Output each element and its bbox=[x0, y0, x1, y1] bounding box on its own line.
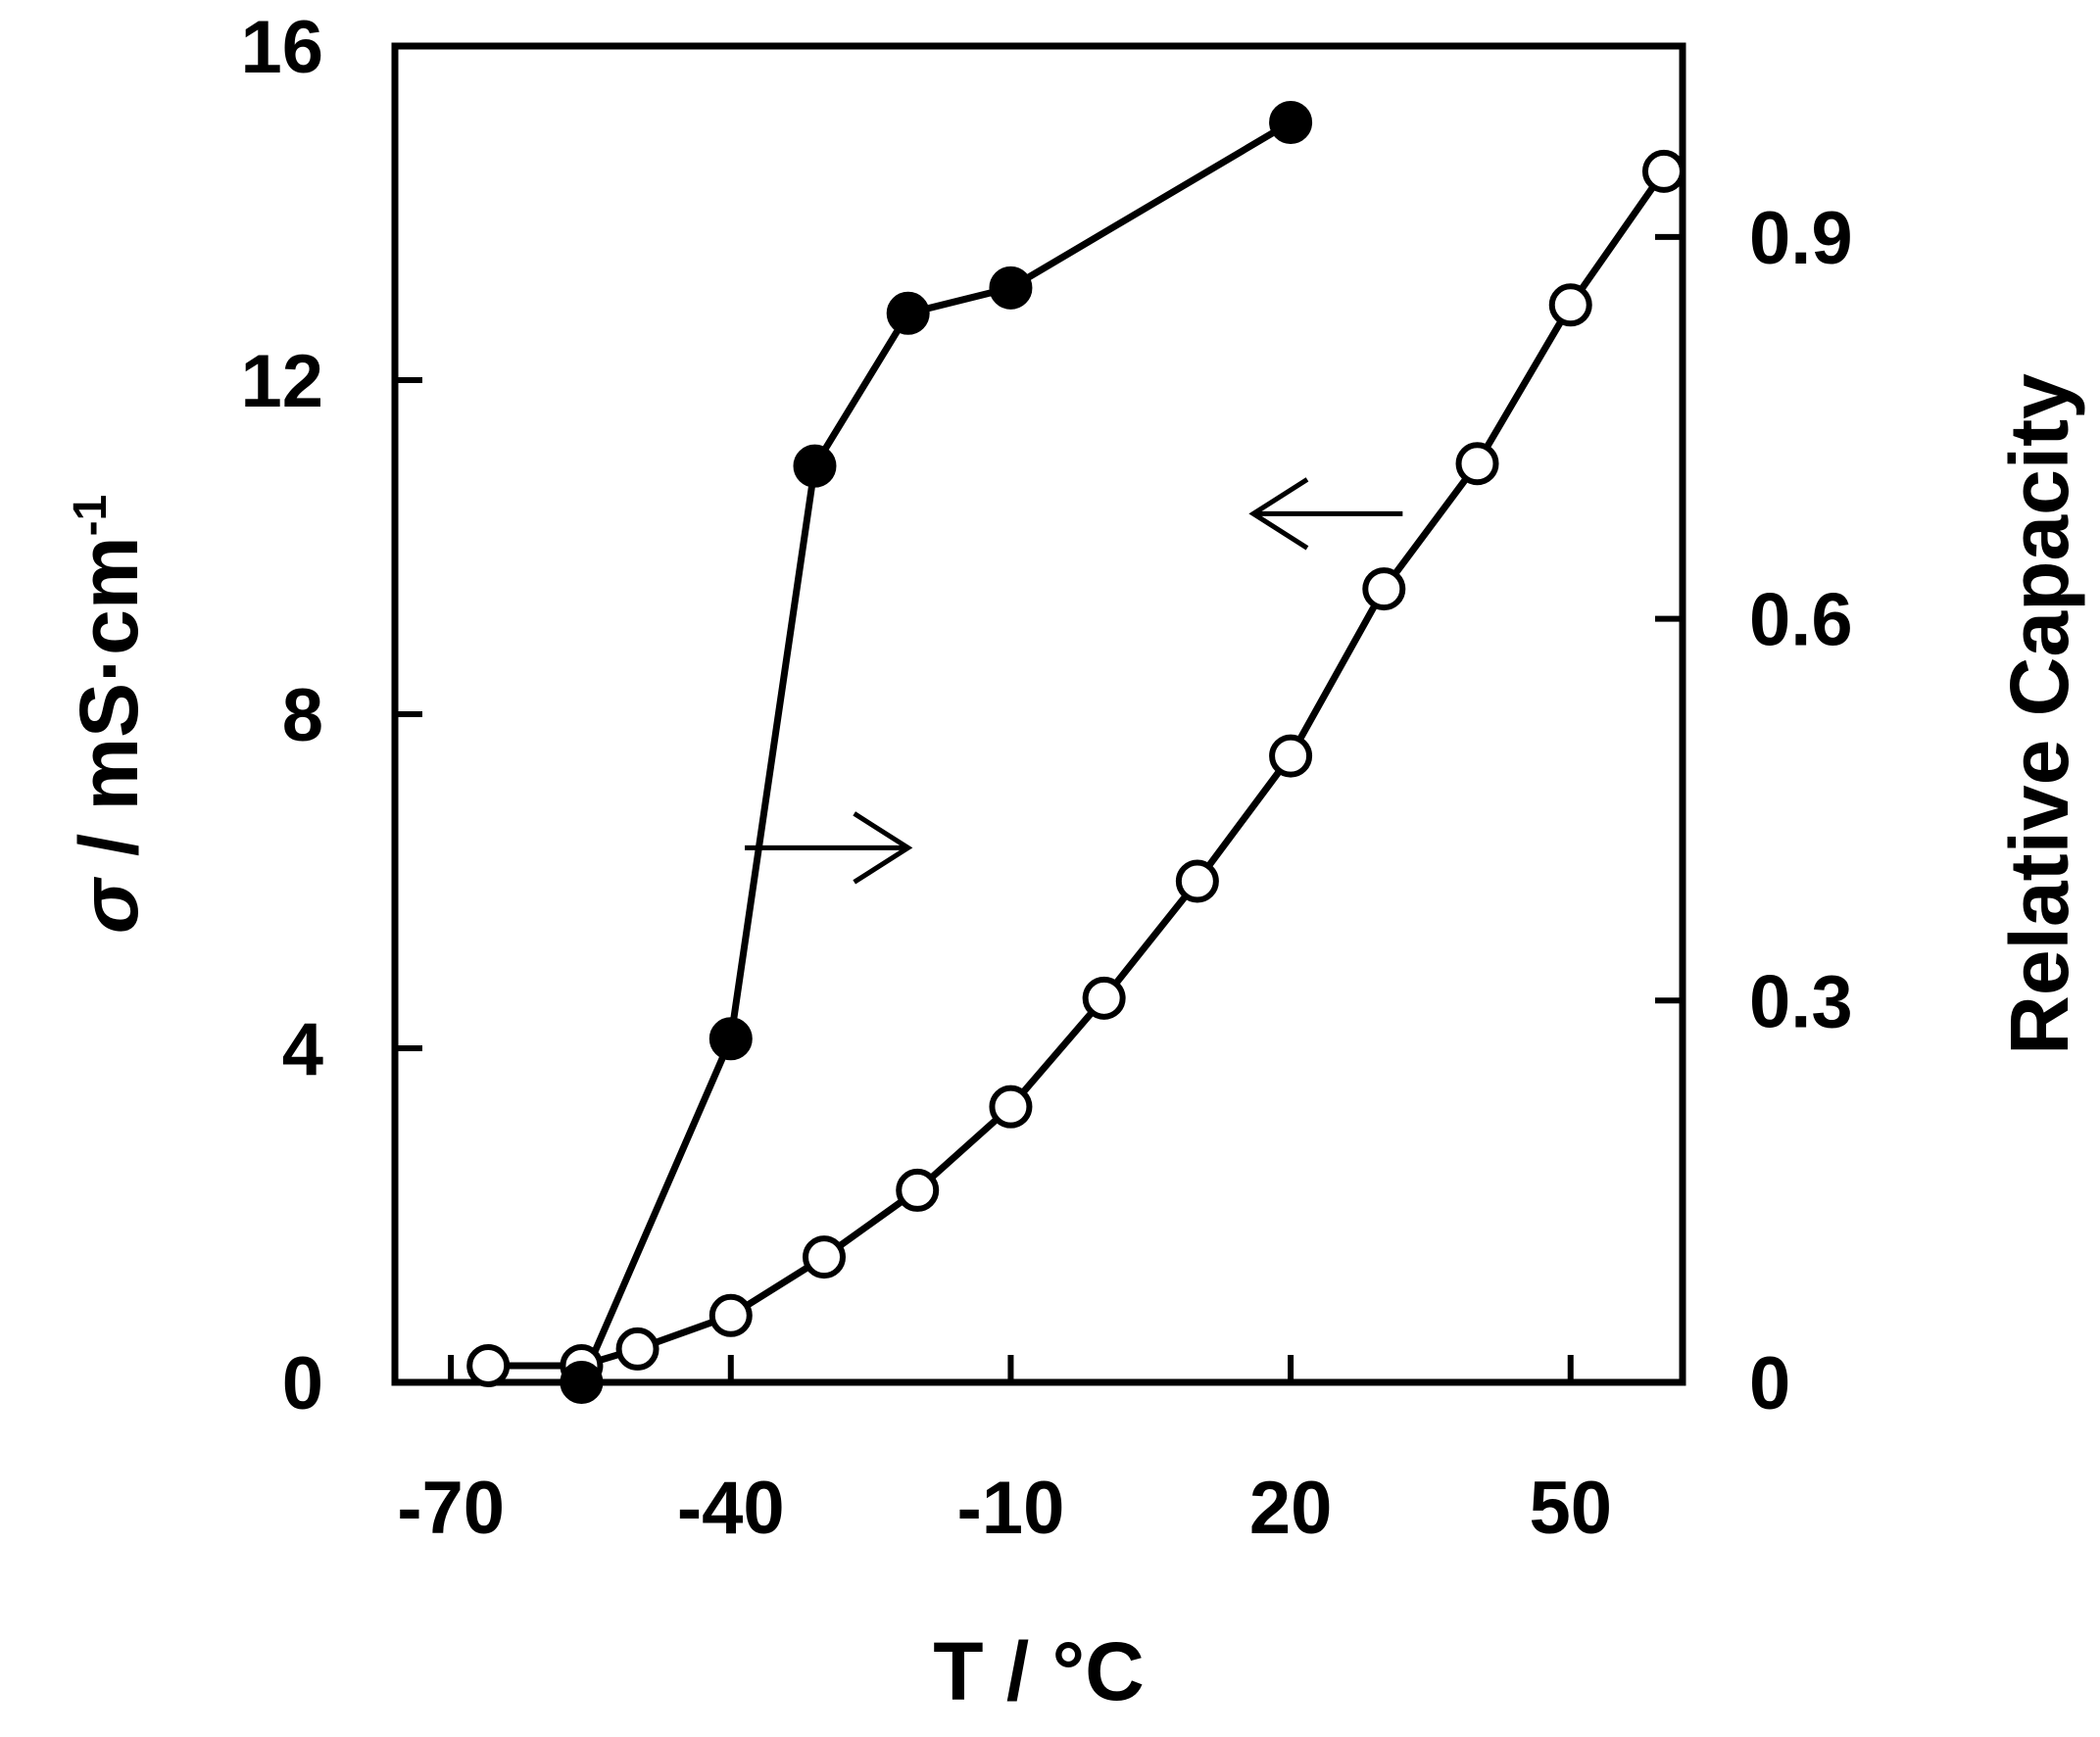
x-tick-label: -40 bbox=[677, 1467, 785, 1550]
capacity-point bbox=[1269, 100, 1313, 144]
y-right-tick-label: 0.6 bbox=[1749, 579, 1853, 662]
conductivity-point bbox=[1548, 283, 1592, 327]
x-tick-label: -10 bbox=[957, 1467, 1065, 1550]
conductivity-point bbox=[989, 1085, 1033, 1129]
plot-frame bbox=[391, 42, 1686, 1386]
capacity-point bbox=[560, 1361, 604, 1404]
capacity-point bbox=[886, 291, 930, 335]
conductivity-point bbox=[1269, 734, 1313, 778]
conductivity-point bbox=[615, 1327, 659, 1371]
conductivity-point bbox=[1641, 149, 1685, 193]
y-left-tick-label: 12 bbox=[240, 340, 323, 423]
y-left-axis-title: σ / mS·cm-1 bbox=[63, 495, 155, 935]
x-tick-label: 50 bbox=[1529, 1467, 1612, 1550]
x-tick-label: -70 bbox=[397, 1467, 505, 1550]
y-left-tick-label: 0 bbox=[282, 1342, 323, 1425]
conductivity-point bbox=[1455, 442, 1499, 486]
arrow-left-head bbox=[1248, 477, 1309, 551]
y-right-axis-title: Relative Capacity bbox=[1993, 373, 2085, 1055]
capacity-point bbox=[989, 265, 1033, 310]
conductivity-point bbox=[1175, 859, 1219, 903]
y-right-tick-label: 0 bbox=[1749, 1342, 1790, 1425]
capacity-point bbox=[793, 444, 837, 488]
y-right-tick-label: 0.9 bbox=[1749, 197, 1853, 280]
y-right-tick-label: 0.3 bbox=[1749, 960, 1853, 1043]
capacity-point bbox=[708, 1017, 753, 1061]
conductivity-point bbox=[1362, 567, 1406, 611]
conductivity-point bbox=[1082, 976, 1126, 1020]
y-left-tick-label: 4 bbox=[282, 1008, 323, 1091]
y-left-tick-label: 8 bbox=[282, 674, 323, 757]
x-tick-label: 20 bbox=[1249, 1467, 1333, 1550]
capacity-line bbox=[578, 119, 1293, 1384]
y-left-tick-label: 16 bbox=[240, 6, 323, 89]
x-axis-title: T / °C bbox=[933, 1625, 1145, 1717]
conductivity-point bbox=[708, 1293, 753, 1337]
conductivity-point bbox=[466, 1343, 511, 1387]
arrow-right-head bbox=[853, 811, 913, 885]
conductivity-point bbox=[896, 1168, 940, 1212]
conductivity-point bbox=[803, 1235, 846, 1279]
